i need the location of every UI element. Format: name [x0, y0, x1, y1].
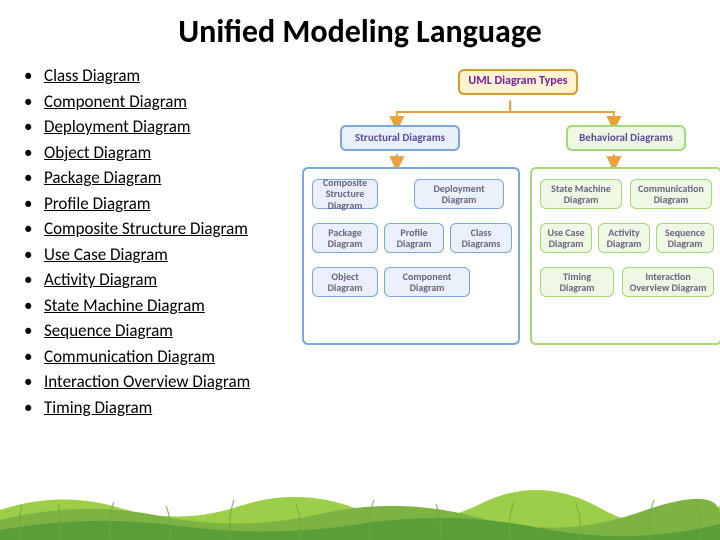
list-item: Timing Diagram: [24, 395, 320, 421]
list-item: Class Diagram: [24, 63, 320, 89]
list-item: Object Diagram: [24, 140, 320, 166]
leaf-node: Composite Structure Diagram: [312, 179, 378, 209]
page-title: Unified Modeling Language: [0, 0, 720, 51]
list-item: Component Diagram: [24, 89, 320, 115]
leaf-node: Component Diagram: [384, 267, 470, 297]
leaf-node: Activity Diagram: [598, 223, 650, 253]
list-item: Interaction Overview Diagram: [24, 369, 320, 395]
tree-root: UML Diagram Types: [458, 69, 578, 95]
leaf-node: Use Case Diagram: [540, 223, 592, 253]
leaf-node: Profile Diagram: [384, 223, 444, 253]
leaf-node: State Machine Diagram: [540, 179, 622, 209]
leaf-node: Deployment Diagram: [414, 179, 504, 209]
leaf-node: Sequence Diagram: [656, 223, 714, 253]
category-structural: Structural Diagrams: [340, 125, 460, 151]
leaf-node: Timing Diagram: [540, 267, 614, 297]
structural-group-box: Composite Structure Diagram Deployment D…: [302, 167, 520, 345]
uml-tree-diagram: UML Diagram Types Structural Diagrams Be…: [320, 63, 708, 403]
leaf-node: Package Diagram: [312, 223, 378, 253]
leaf-node: Communication Diagram: [630, 179, 712, 209]
list-item: Deployment Diagram: [24, 114, 320, 140]
diagram-type-list: Class Diagram Component Diagram Deployme…: [24, 63, 320, 420]
behavioral-group-box: State Machine Diagram Communication Diag…: [530, 167, 720, 345]
leaf-node: Object Diagram: [312, 267, 378, 297]
list-item: Use Case Diagram: [24, 242, 320, 268]
list-item: Package Diagram: [24, 165, 320, 191]
list-item: State Machine Diagram: [24, 293, 320, 319]
leaf-node: Interaction Overview Diagram: [622, 267, 714, 297]
list-item: Profile Diagram: [24, 191, 320, 217]
grass-decoration: [0, 450, 720, 540]
leaf-node: Class Diagrams: [450, 223, 512, 253]
list-item: Composite Structure Diagram: [24, 216, 320, 242]
content-row: Class Diagram Component Diagram Deployme…: [0, 51, 720, 420]
list-item: Activity Diagram: [24, 267, 320, 293]
list-item: Communication Diagram: [24, 344, 320, 370]
category-behavioral: Behavioral Diagrams: [566, 125, 686, 151]
list-item: Sequence Diagram: [24, 318, 320, 344]
